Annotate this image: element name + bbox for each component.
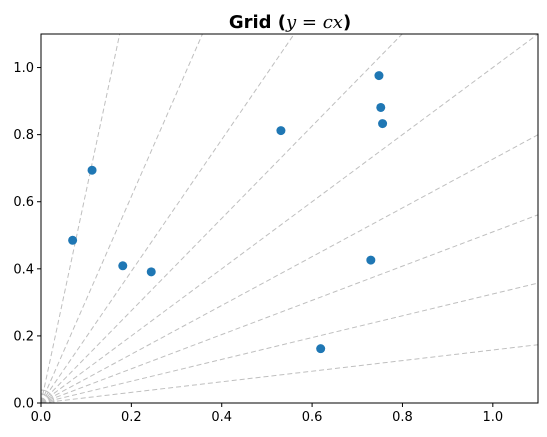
x-tick-label-4: 0.8 (392, 410, 413, 425)
x-tick-label-0: 0.0 (31, 410, 52, 425)
chart-title-suffix: ) (343, 12, 351, 33)
chart-title: Grid (y = cx) (229, 12, 351, 33)
grid-line-7 (41, 34, 203, 403)
x-tick-label-2: 0.4 (211, 410, 232, 425)
grid-line-6 (41, 34, 295, 403)
x-tick-label-5: 1.0 (482, 410, 503, 425)
x-tick-label-3: 0.6 (302, 410, 323, 425)
grid-line-8 (41, 34, 121, 403)
data-point-6 (366, 255, 376, 265)
y-tick-label-5: 1.0 (13, 61, 34, 76)
axes (40, 33, 539, 404)
y-tick-label-1: 0.2 (13, 329, 34, 344)
data-point-3 (146, 267, 156, 277)
y-tick-label-4: 0.8 (13, 128, 34, 143)
origin-arc-2 (41, 389, 55, 403)
y-tick-label-0: 0.0 (13, 397, 34, 412)
x-tick-label-1: 0.2 (121, 410, 142, 425)
chart-title-prefix: Grid ( (229, 12, 286, 33)
data-point-9 (378, 119, 388, 129)
y-tick-label-3: 0.6 (13, 195, 34, 210)
chart-title-math: y = cx (285, 12, 343, 33)
data-points (68, 71, 388, 354)
data-point-7 (374, 71, 384, 81)
plot-frame (40, 33, 539, 404)
grid-line-0 (41, 344, 538, 403)
data-point-0 (68, 235, 78, 245)
data-point-1 (87, 165, 97, 175)
grid-line-4 (41, 34, 538, 403)
data-point-2 (118, 261, 128, 271)
y-tick-label-2: 0.4 (13, 262, 34, 277)
origin-arc-1 (41, 393, 51, 403)
grid-line-1 (41, 282, 538, 403)
ticks: 0.0 0.2 0.4 0.6 0.8 1.0 0.0 0.2 0.4 0.6 0.8 1.0 (13, 61, 503, 425)
data-point-4 (276, 126, 286, 136)
data-point-8 (376, 102, 386, 112)
data-point-5 (316, 344, 326, 354)
grid-line-5 (41, 34, 403, 403)
grid-line-2 (41, 214, 538, 403)
grid-lines (41, 34, 538, 403)
grid-line-3 (41, 134, 538, 403)
